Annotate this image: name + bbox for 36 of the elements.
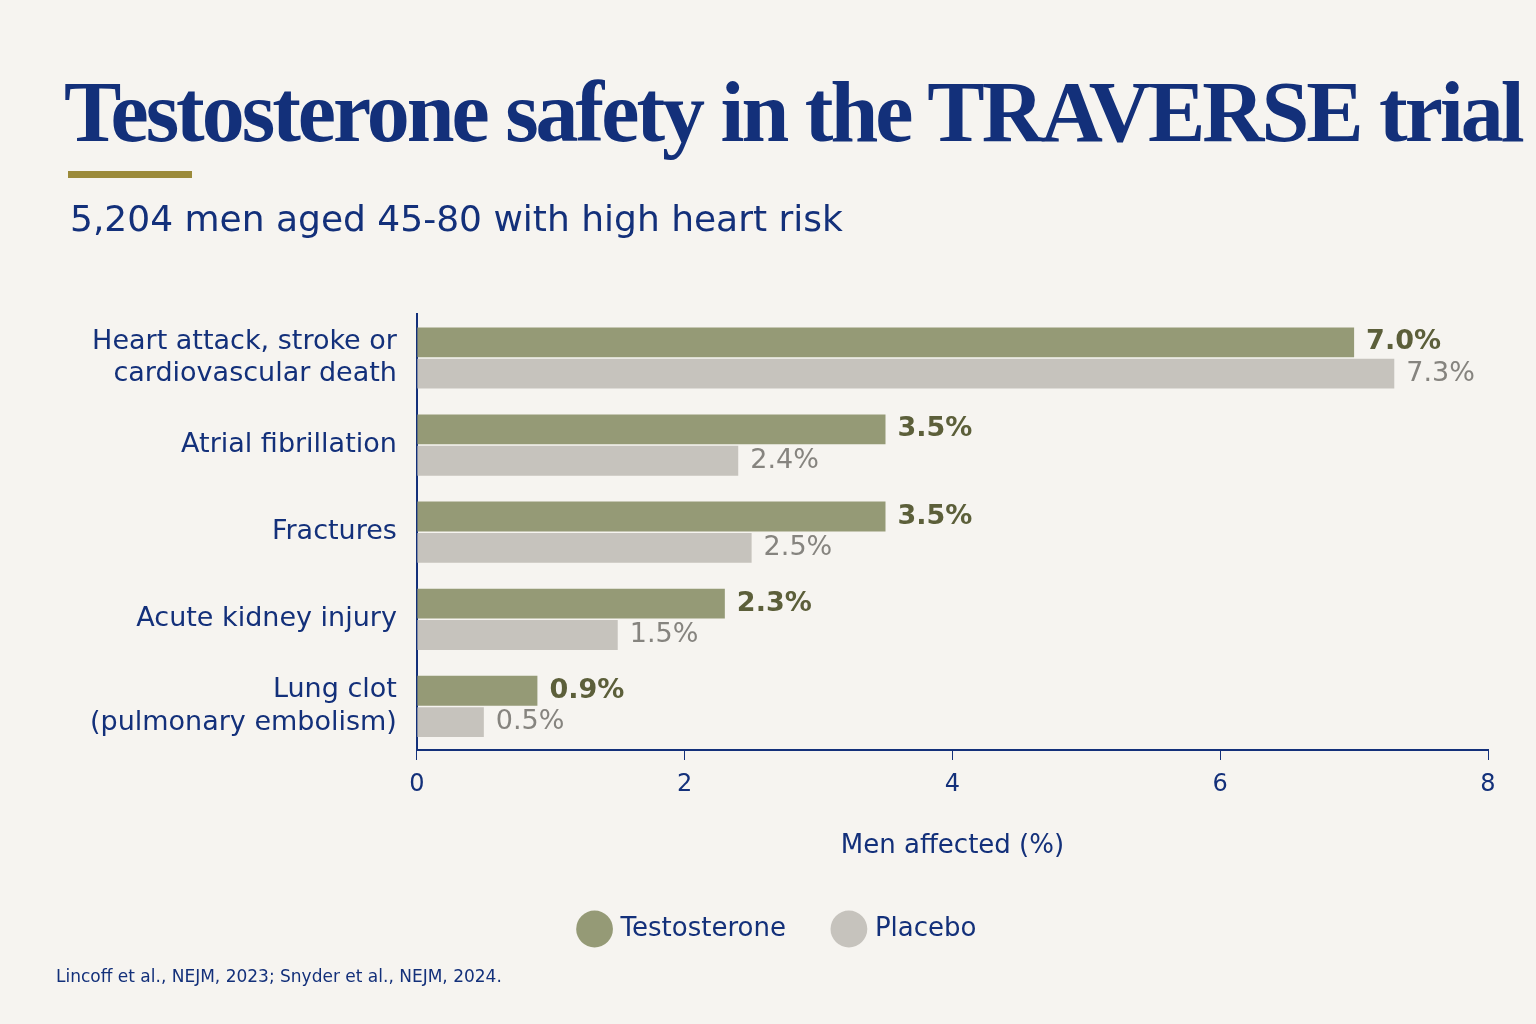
bar — [417, 501, 886, 532]
legend-label: Placebo — [874, 911, 977, 942]
data-label: 3.5% — [897, 411, 973, 443]
bar — [417, 414, 886, 445]
x-tick-label: 2 — [677, 768, 693, 797]
text: Lincoff et al., NEJM, 2023; Snyder et al., NEJM, 2024. — [56, 966, 502, 986]
data-label: 2.4% — [750, 442, 819, 474]
y-tick-label: Acute kidney injury — [136, 601, 397, 633]
x-tick-label: 8 — [1480, 768, 1496, 797]
bar — [417, 532, 752, 563]
data-label: 2.5% — [763, 529, 833, 561]
x-tick-label: 0 — [409, 768, 425, 797]
data-label: 0.9% — [549, 672, 625, 704]
y-tick-label: Lung clot (pulmonary embolism) — [89, 672, 397, 736]
bar — [417, 445, 739, 476]
bar — [417, 588, 725, 619]
y-tick-label: Heart attack, stroke or cardiovascular death — [92, 323, 398, 388]
data-label: 7.3% — [1406, 355, 1475, 387]
data-label: 2.3% — [736, 585, 812, 617]
x-tick-label: 4 — [944, 768, 961, 797]
x-tick-label: 6 — [1212, 768, 1228, 797]
y-tick-label: Atrial fibrillation — [181, 427, 397, 459]
legend-label: Testosterone — [619, 911, 786, 942]
bar — [417, 358, 1395, 389]
chart-subtitle: 5,204 men aged 45-80 with high heart risk — [70, 198, 843, 239]
bar — [417, 675, 538, 706]
data-label: 7.0% — [1366, 324, 1441, 356]
bar — [417, 707, 484, 738]
y-tick-label: Fractures — [271, 514, 397, 546]
chart-title: Testosterone safety in the TRAVERSE trial — [64, 63, 1522, 162]
x-axis-title: Men affected (%) — [840, 829, 1065, 860]
data-label: 0.5% — [495, 704, 565, 736]
bar — [417, 620, 618, 650]
bar — [417, 327, 1355, 358]
data-label: 1.5% — [629, 617, 699, 649]
data-label: 3.5% — [897, 498, 973, 530]
